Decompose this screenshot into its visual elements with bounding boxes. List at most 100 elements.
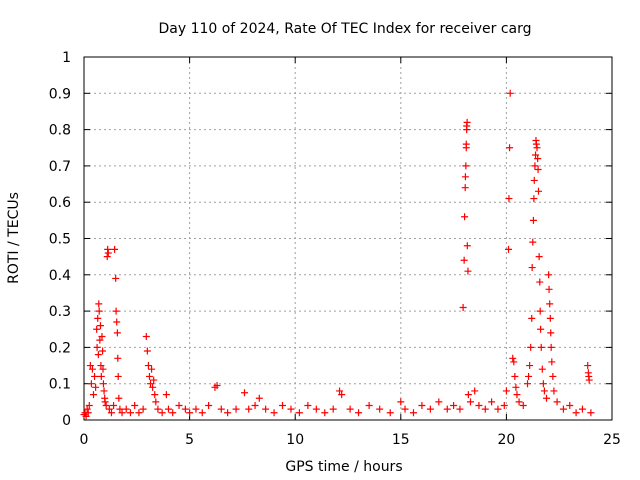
data-point [85,401,93,409]
data-point [92,383,100,391]
data-point [111,245,119,253]
data-point [464,267,472,275]
data-point [513,391,521,399]
data-point [545,285,553,293]
data-point [527,343,535,351]
data-point [494,405,502,413]
data-point [397,398,405,406]
data-point [547,343,555,351]
data-point [464,391,472,399]
data-point [158,409,166,417]
data-point [101,398,109,406]
data-point [461,213,469,221]
data-point [519,401,527,409]
data-point [148,365,156,373]
data-point [543,394,551,402]
data-point [463,118,471,126]
data-point [409,409,417,417]
data-point [83,405,91,413]
y-tick-label: 0.2 [49,340,71,356]
data-point [97,372,105,380]
data-point [107,409,115,417]
x-tick-label: 25 [603,432,621,448]
data-point [270,409,278,417]
data-point [578,405,586,413]
data-point [245,405,253,413]
data-point [526,362,534,370]
data-point [509,354,517,362]
data-point [147,380,155,388]
data-point [456,405,464,413]
data-point [461,173,469,181]
data-point [450,401,458,409]
y-tick-label: 1 [62,50,71,66]
data-point [329,405,337,413]
data-point [84,409,92,417]
data-point [113,318,121,326]
data-point [103,253,111,261]
data-point [336,387,344,395]
data-point [113,329,121,337]
data-point [232,405,240,413]
data-point [150,376,158,384]
data-point [530,195,538,203]
data-point [488,398,496,406]
data-point [82,412,90,420]
data-point [346,405,354,413]
data-point [365,401,373,409]
data-point [93,325,101,333]
data-point [114,354,122,362]
data-point [524,380,532,388]
data-point [535,253,543,261]
data-point [205,401,213,409]
data-point [122,405,130,413]
data-point [105,405,113,413]
data-point [535,187,543,195]
data-point [525,372,533,380]
data-point [251,401,259,409]
y-axis-label: ROTI / TECUs [6,192,22,284]
data-point [506,144,514,152]
data-point [213,382,221,390]
data-point [142,333,150,341]
data-point [466,398,474,406]
data-point [546,314,554,322]
data-point [241,389,249,397]
y-tick-label: 0.6 [49,195,71,211]
data-point [376,405,384,413]
x-tick-label: 20 [497,432,515,448]
data-point [255,394,263,402]
x-tick-label: 15 [392,432,410,448]
data-point [88,365,96,373]
data-point [94,351,102,359]
y-tick-label: 0.4 [49,268,71,284]
data-point [534,155,542,163]
data-point [528,314,536,322]
data-point [118,409,126,417]
data-point [100,387,108,395]
data-point [529,216,537,224]
data-point [338,391,346,399]
data-point [566,401,574,409]
data-point [99,380,107,388]
data-point [418,401,426,409]
data-point [151,391,159,399]
data-point [553,398,561,406]
data-point [536,278,544,286]
data-point [386,409,394,417]
y-tick-label: 0.5 [49,232,71,248]
data-point [99,347,107,355]
data-point [96,336,104,344]
data-point [139,405,147,413]
data-point [572,409,580,417]
data-point [537,343,545,351]
data-point [506,89,514,97]
data-point [162,391,170,399]
data-point [475,401,483,409]
data-point [114,372,122,380]
data-point [530,176,538,184]
data-point [95,307,103,315]
data-point [152,398,160,406]
data-point [540,387,548,395]
y-tick-label: 0.9 [49,86,71,102]
